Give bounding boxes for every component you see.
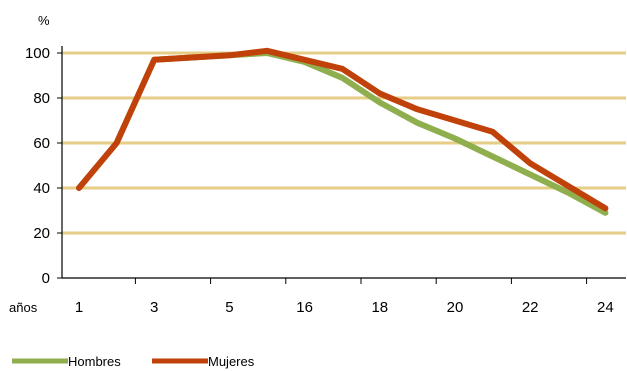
x-tick-label: 16 <box>296 299 313 316</box>
x-tick-label: 1 <box>75 299 83 316</box>
data-point-hombres <box>492 156 494 157</box>
x-tick-label: 22 <box>522 299 539 316</box>
legend: Hombres Mujeres <box>12 354 255 369</box>
y-tick-label: 100 <box>25 45 50 62</box>
x-tick-label: 20 <box>447 299 464 316</box>
series-lines <box>76 47 609 216</box>
data-point-mujeres <box>228 54 230 56</box>
x-tick-label: 24 <box>597 299 614 316</box>
x-tick-label: 3 <box>150 299 158 316</box>
data-point-hombres <box>567 192 569 193</box>
x-tick-labels: 1 3 5 16 18 20 22 24 <box>75 299 614 316</box>
legend-label-mujeres: Mujeres <box>208 354 255 369</box>
x-tick-label: 5 <box>225 299 233 316</box>
y-tick-labels: 0 20 40 60 80 100 <box>25 45 50 287</box>
data-point-mujeres <box>492 131 494 133</box>
x-axis-label: años <box>9 300 38 315</box>
data-point-hombres <box>454 138 456 139</box>
data-point-mujeres <box>78 187 80 189</box>
y-tick-label: 0 <box>42 270 50 287</box>
data-point-mujeres <box>454 120 456 121</box>
data-point-mujeres <box>266 50 268 52</box>
data-point-mujeres <box>529 162 531 164</box>
data-point-mujeres <box>153 59 155 61</box>
y-tick-label: 60 <box>33 135 50 152</box>
data-point-mujeres <box>604 207 606 209</box>
axes <box>57 46 626 284</box>
y-tick-label: 80 <box>33 90 50 107</box>
y-axis-label: % <box>38 13 50 28</box>
data-point-hombres <box>529 174 531 175</box>
data-point-hombres <box>379 102 381 103</box>
data-point-mujeres <box>416 108 418 110</box>
legend-label-hombres: Hombres <box>68 354 121 369</box>
x-tick-label: 18 <box>371 299 388 316</box>
y-tick-label: 20 <box>33 225 50 242</box>
data-point-mujeres <box>116 142 118 144</box>
data-point-mujeres <box>379 93 381 94</box>
data-point-hombres <box>416 122 418 124</box>
grid-lines <box>62 51 626 235</box>
data-point-hombres <box>341 77 343 79</box>
series-line-mujeres <box>76 47 609 212</box>
y-tick-label: 40 <box>33 180 50 197</box>
data-point-mujeres <box>567 185 569 187</box>
data-point-hombres <box>604 212 606 214</box>
data-point-mujeres <box>304 59 306 61</box>
data-point-mujeres <box>191 57 193 58</box>
data-point-mujeres <box>341 68 343 70</box>
